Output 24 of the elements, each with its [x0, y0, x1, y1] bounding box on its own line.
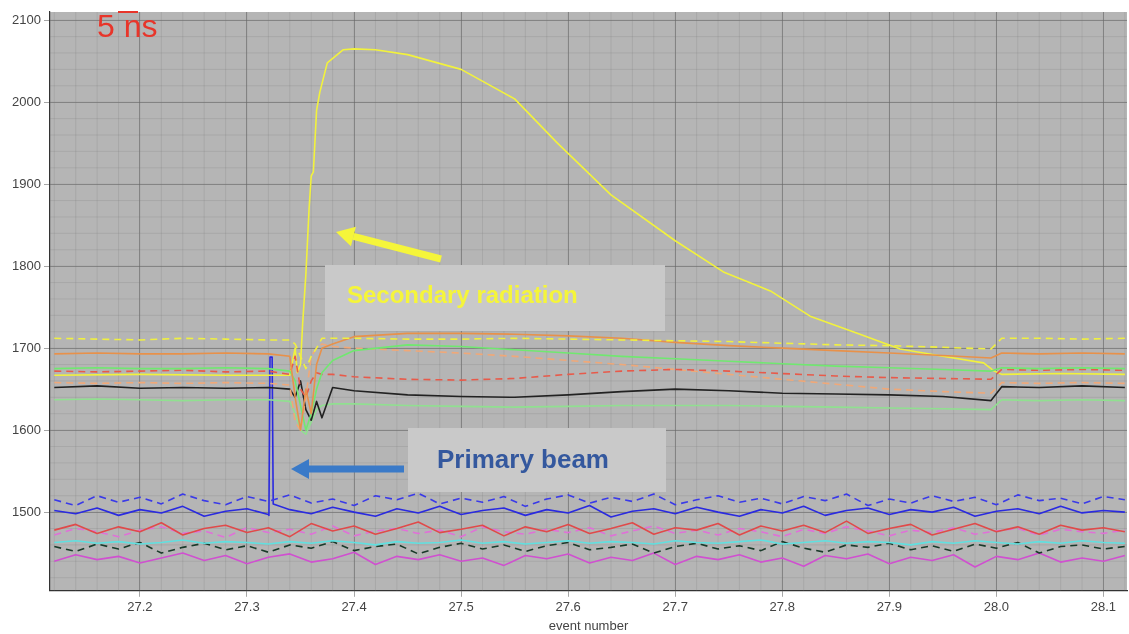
x-tick-label: 27.7: [662, 599, 688, 615]
y-tick-label: 1700: [12, 339, 41, 355]
x-tick-label: 27.5: [448, 599, 474, 615]
x-tick-label: 27.2: [127, 599, 153, 615]
y-tick-label: 1900: [12, 175, 41, 191]
line-series: [53, 525, 1126, 539]
x-tick-label: 27.6: [555, 599, 581, 615]
x-tick-label: 27.4: [341, 599, 367, 615]
y-tick-label: 1600: [12, 421, 41, 437]
x-tick-label: 28.1: [1090, 599, 1117, 615]
line-series: [53, 540, 1126, 555]
annotation: Primary beam: [437, 444, 609, 475]
annotation: 5 ns: [97, 8, 158, 45]
x-axis-title: event number: [548, 617, 629, 633]
annotation: Secondary radiation: [347, 281, 578, 309]
x-tick-label: 27.9: [876, 599, 902, 615]
y-tick-label: 1800: [12, 257, 41, 273]
x-tick-label: 27.3: [234, 599, 260, 615]
x-tick-label: 27.8: [769, 599, 795, 615]
y-tick-label: 2100: [12, 11, 41, 27]
line-series: [53, 492, 1126, 508]
x-tick-label: 28.0: [983, 599, 1010, 615]
y-tick-label: 2000: [12, 93, 41, 109]
y-tick-label: 1500: [12, 503, 41, 519]
